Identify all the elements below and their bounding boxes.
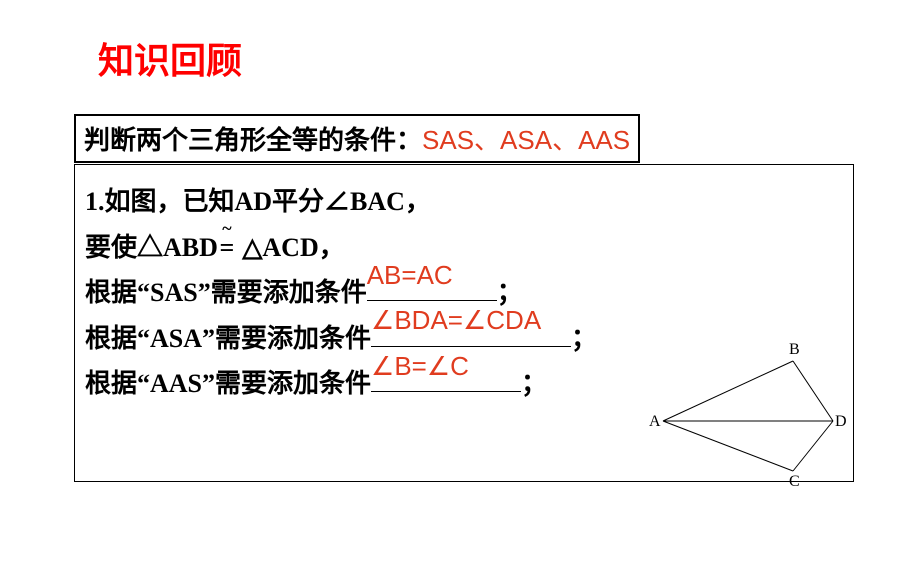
congruent-symbol: ~= — [218, 225, 236, 271]
triangle-figure: A B C D — [653, 341, 843, 491]
text: 根据“ASA”需要添加条件 — [85, 324, 371, 353]
label-b: B — [789, 341, 800, 359]
answer-sas: AB=AC — [367, 253, 453, 299]
triangle-svg — [653, 341, 843, 491]
text: 要使△ABD — [85, 233, 218, 262]
label-a: A — [649, 413, 661, 431]
slide: 知识回顾 判断两个三角形全等的条件：SAS、ASA、AAS 1.如图，已知AD平… — [0, 0, 920, 571]
problem-line-1: 1.如图，已知AD平分∠BAC， — [85, 179, 843, 225]
problem-line-2: 要使△ABD~= △ACD， — [85, 225, 843, 271]
subtitle-prompt: 判断两个三角形全等的条件： — [84, 126, 422, 155]
answer-asa: ∠BDA=∠CDA — [371, 298, 541, 344]
text: △ACD， — [236, 233, 345, 262]
subtitle-answer: SAS、ASA、AAS — [422, 125, 630, 155]
answer-aas: ∠B=∠C — [371, 344, 469, 390]
problem-box: 1.如图，已知AD平分∠BAC， 要使△ABD~= △ACD， 根据“SAS”需… — [74, 164, 854, 482]
text: 根据“AAS”需要添加条件 — [85, 369, 371, 398]
text: ； — [571, 324, 597, 353]
subtitle-box: 判断两个三角形全等的条件：SAS、ASA、AAS — [74, 114, 640, 163]
blank-aas: ∠B=∠C — [371, 366, 521, 392]
text: ； — [521, 369, 547, 398]
text: 根据“SAS”需要添加条件 — [85, 278, 367, 307]
label-d: D — [835, 413, 847, 431]
text: 1.如图，已知AD平分∠BAC， — [85, 187, 431, 216]
page-title: 知识回顾 — [98, 32, 242, 84]
label-c: C — [789, 473, 800, 491]
